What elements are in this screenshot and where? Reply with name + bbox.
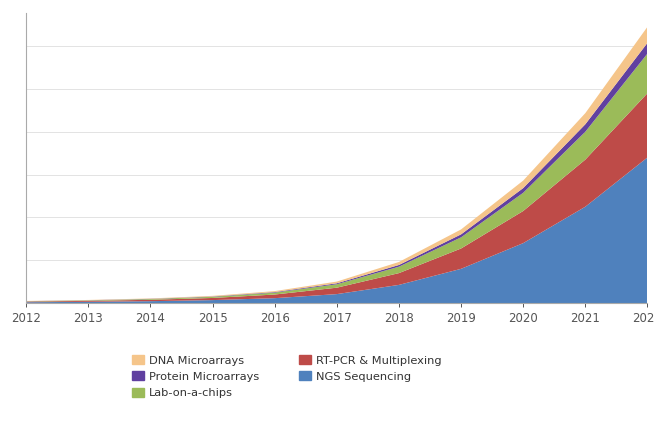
Legend: DNA Microarrays, Protein Microarrays, Lab-on-a-chips, RT-PCR & Multiplexing, NGS: DNA Microarrays, Protein Microarrays, La…: [132, 355, 442, 398]
